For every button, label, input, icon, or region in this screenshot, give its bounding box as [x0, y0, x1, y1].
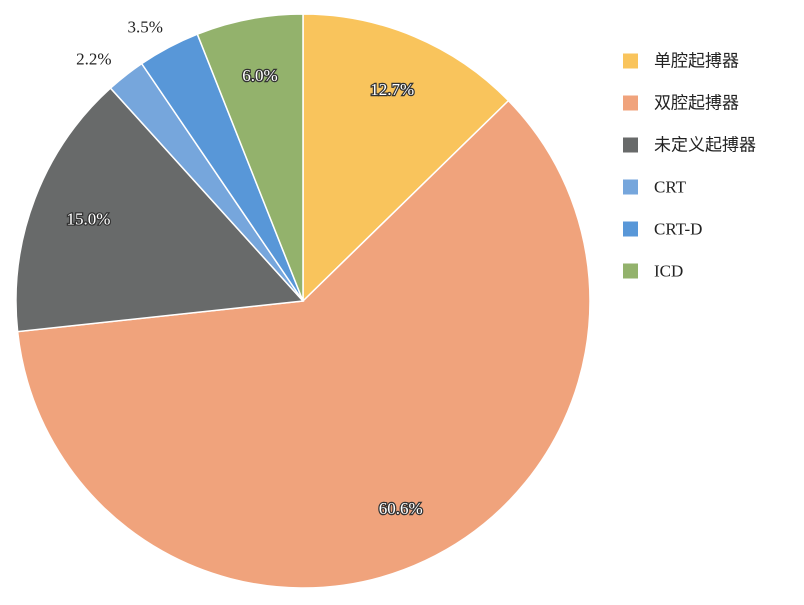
pie-slice [15, 87, 305, 333]
legend-swatch [623, 263, 638, 279]
legend-label: 单腔起搏器 [654, 52, 739, 71]
legend-label: CRT [654, 178, 687, 197]
pie-data-labels: 12.7% 60.6% 15.0% 2.2% 3.5% 6.0% [65, 18, 424, 520]
legend-label: ICD [654, 262, 683, 281]
legend-label: CRT-D [654, 220, 702, 239]
pie-data-label: 6.0% [242, 66, 277, 85]
legend-swatch [623, 221, 638, 237]
pie-data-label: 2.2% [76, 49, 111, 68]
legend-swatch [623, 53, 638, 69]
legend-label: 双腔起搏器 [654, 94, 739, 113]
legend-label: 未定义起搏器 [654, 136, 756, 155]
legend-swatch [623, 95, 638, 111]
pie-slices [15, 13, 591, 589]
pie-data-label: 3.5% [128, 18, 163, 37]
pie-slice [302, 13, 510, 303]
pie-data-label: 12.7% [370, 80, 414, 99]
pie-data-label: 15.0% [67, 210, 111, 229]
legend-swatch [623, 137, 638, 153]
pie-data-label: 60.6% [379, 499, 423, 518]
pie-slice [16, 99, 591, 589]
pie-slice [196, 13, 304, 302]
legend-swatch [623, 179, 638, 195]
